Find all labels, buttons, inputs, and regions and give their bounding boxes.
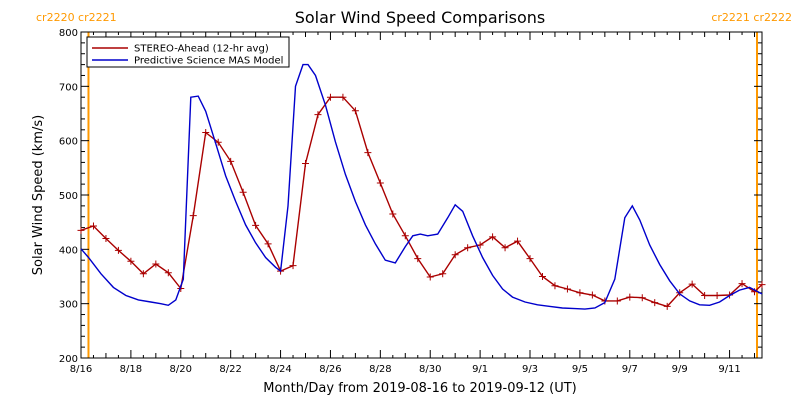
y-tick-label: 500 bbox=[59, 191, 78, 202]
data-point-marker bbox=[114, 246, 122, 254]
x-tick-label: 8/26 bbox=[319, 364, 341, 375]
data-point-marker bbox=[376, 179, 384, 187]
carrington-labels: cr2220 cr2221 cr2221 cr2222 bbox=[36, 11, 792, 24]
data-point-marker bbox=[239, 188, 247, 196]
data-point-marker bbox=[89, 222, 97, 230]
data-point-marker bbox=[339, 93, 347, 101]
data-point-marker bbox=[638, 294, 646, 302]
y-tick-label: 800 bbox=[59, 28, 78, 39]
legend-box bbox=[86, 36, 290, 68]
x-tick-label: 8/30 bbox=[419, 364, 441, 375]
carrington-label: cr2221 cr2222 bbox=[711, 11, 792, 24]
data-point-marker bbox=[551, 282, 559, 290]
x-tick-label: 8/28 bbox=[369, 364, 391, 375]
x-tick-label: 8/16 bbox=[70, 364, 92, 375]
data-point-marker bbox=[351, 107, 359, 115]
data-point-marker bbox=[264, 240, 272, 248]
data-point-marker bbox=[538, 273, 546, 280]
data-point-marker bbox=[326, 93, 334, 101]
data-point-marker bbox=[663, 302, 671, 310]
chart-title: Solar Wind Speed Comparisons bbox=[295, 8, 546, 27]
axes-layer: 200 300 400 500 600 700 800 8/16 8/18 8/20 8/22 8/2… bbox=[59, 28, 763, 375]
data-point-marker bbox=[401, 232, 409, 240]
x-tick-label: 9/11 bbox=[718, 364, 740, 375]
series-layer bbox=[77, 63, 766, 310]
data-point-marker bbox=[439, 270, 447, 278]
y-tick-label: 700 bbox=[59, 82, 78, 93]
data-point-marker bbox=[127, 257, 135, 265]
data-point-marker bbox=[77, 226, 85, 234]
data-point-marker bbox=[414, 255, 422, 263]
data-point-marker bbox=[464, 244, 472, 252]
x-tick-label: 9/9 bbox=[672, 364, 688, 375]
data-point-marker bbox=[651, 299, 659, 307]
data-point-marker bbox=[252, 221, 260, 229]
x-tick-label: 8/18 bbox=[120, 364, 142, 375]
data-point-marker bbox=[738, 280, 746, 288]
x-tick-label: 9/1 bbox=[472, 364, 488, 375]
y-tick-label: 300 bbox=[59, 300, 78, 311]
y-tick-label: 600 bbox=[59, 137, 78, 148]
x-tick-label: 8/20 bbox=[170, 364, 192, 375]
data-point-marker bbox=[102, 234, 110, 242]
data-point-marker bbox=[289, 262, 297, 270]
data-point-marker bbox=[164, 269, 172, 277]
y-axis-title: Solar Wind Speed (km/s) bbox=[31, 115, 46, 275]
carrington-label: cr2220 cr2221 bbox=[36, 11, 117, 24]
data-point-marker bbox=[501, 244, 509, 252]
legend-entry: STEREO-Ahead (12-hr avg) bbox=[134, 44, 269, 55]
data-point-marker bbox=[489, 233, 497, 241]
x-tick-label: 9/7 bbox=[622, 364, 638, 375]
x-tick-label: 9/5 bbox=[572, 364, 588, 375]
x-tick-label: 8/22 bbox=[219, 364, 241, 375]
data-point-marker bbox=[152, 260, 160, 268]
data-point-marker bbox=[426, 273, 434, 281]
data-point-marker bbox=[626, 293, 634, 301]
legend-entry: Predictive Science MAS Model bbox=[134, 56, 283, 67]
x-tick-label: 9/3 bbox=[522, 364, 538, 375]
plot-frame bbox=[80, 31, 763, 359]
data-point-marker bbox=[139, 270, 147, 278]
data-point-marker bbox=[563, 285, 571, 293]
data-point-marker bbox=[713, 292, 721, 300]
data-point-marker bbox=[576, 289, 584, 297]
series-line-0 bbox=[80, 96, 763, 308]
y-tick-label: 400 bbox=[59, 245, 78, 256]
data-point-marker bbox=[701, 292, 709, 300]
data-point-marker bbox=[758, 281, 766, 289]
series-line-1 bbox=[80, 63, 763, 310]
data-point-marker bbox=[588, 291, 596, 299]
y-tick-label: 200 bbox=[59, 354, 78, 365]
data-point-marker bbox=[451, 251, 459, 259]
x-tick-label: 8/24 bbox=[269, 364, 291, 375]
data-point-marker bbox=[202, 129, 210, 137]
data-point-marker bbox=[514, 237, 522, 245]
data-point-marker bbox=[389, 210, 397, 218]
data-point-marker bbox=[227, 157, 235, 165]
legend: STEREO-Ahead (12-hr avg)Predictive Scien… bbox=[86, 36, 290, 68]
data-point-marker bbox=[189, 212, 197, 220]
data-point-marker bbox=[688, 280, 696, 288]
data-point-marker bbox=[613, 297, 621, 305]
data-point-marker bbox=[476, 241, 484, 249]
x-axis-title: Month/Day from 2019-08-16 to 2019-09-12 … bbox=[263, 381, 576, 396]
data-point-marker bbox=[364, 149, 372, 157]
data-point-marker bbox=[526, 255, 534, 263]
data-point-marker bbox=[302, 159, 310, 167]
data-point-marker bbox=[314, 111, 322, 119]
